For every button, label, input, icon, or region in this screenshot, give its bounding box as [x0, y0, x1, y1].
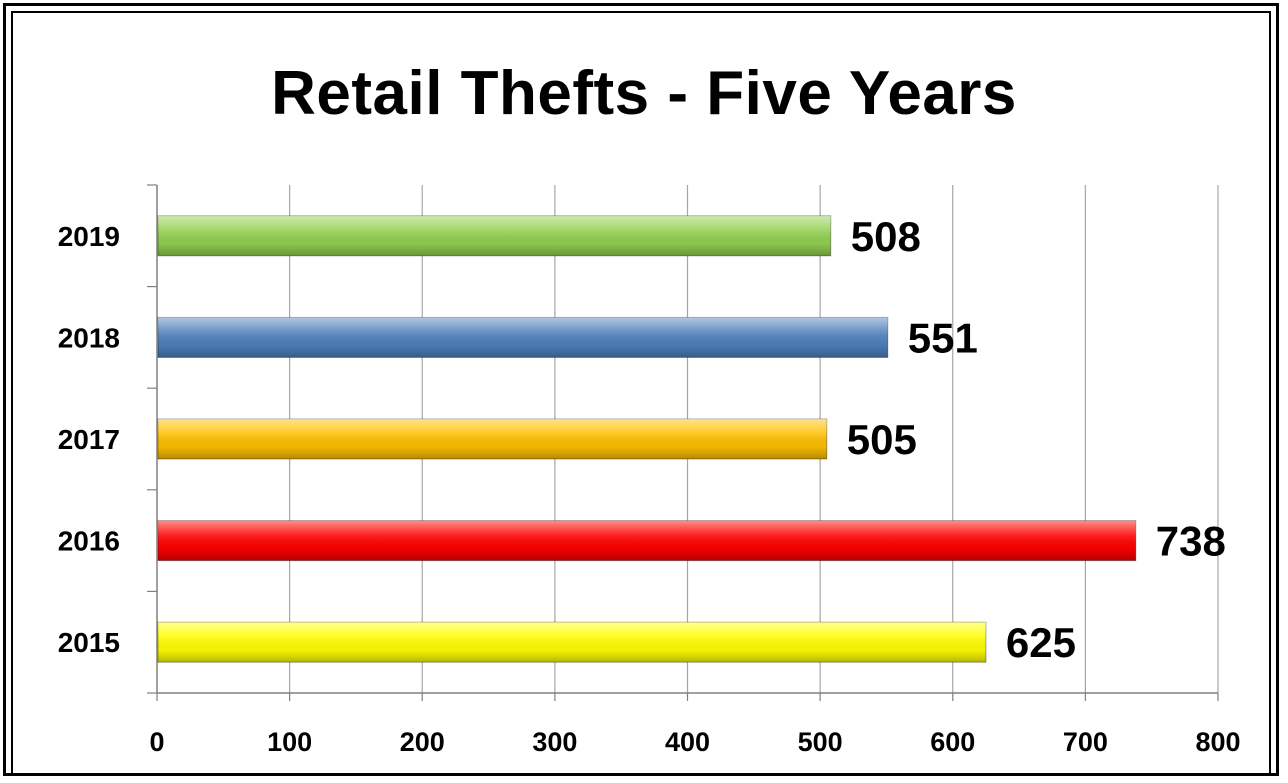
x-tick-label: 500 — [798, 727, 843, 757]
y-category-label: 2015 — [58, 627, 120, 658]
x-tick-label: 200 — [400, 727, 445, 757]
bar-2019 — [157, 215, 832, 257]
x-tick-label: 0 — [149, 727, 164, 757]
x-tick-label: 600 — [930, 727, 975, 757]
x-tick-label: 800 — [1195, 727, 1240, 757]
data-label: 508 — [851, 213, 921, 260]
y-category-label: 2019 — [58, 221, 120, 252]
y-category-label: 2016 — [58, 526, 120, 557]
x-tick-label: 300 — [532, 727, 577, 757]
data-label: 625 — [1006, 619, 1076, 666]
y-category-label: 2018 — [58, 322, 120, 353]
inner-frame — [11, 11, 1271, 776]
bar-shine — [158, 215, 831, 256]
data-label: 551 — [908, 314, 978, 361]
bar-2015 — [157, 621, 987, 663]
bar-shine — [158, 317, 888, 358]
bar-shine — [158, 520, 1136, 561]
bar-2016 — [157, 520, 1137, 562]
data-label: 505 — [847, 416, 917, 463]
bar-2017 — [157, 418, 828, 460]
data-label: 738 — [1156, 518, 1226, 565]
chart-title: Retail Thefts - Five Years — [271, 59, 1017, 128]
outer-frame — [3, 3, 1279, 776]
bar-shine — [158, 419, 827, 459]
x-tick-label: 700 — [1063, 727, 1108, 757]
x-tick-label: 400 — [665, 727, 710, 757]
bar-2018 — [157, 316, 889, 358]
bar-shine — [158, 622, 986, 663]
x-tick-label: 100 — [267, 727, 312, 757]
y-category-label: 2017 — [58, 424, 120, 455]
